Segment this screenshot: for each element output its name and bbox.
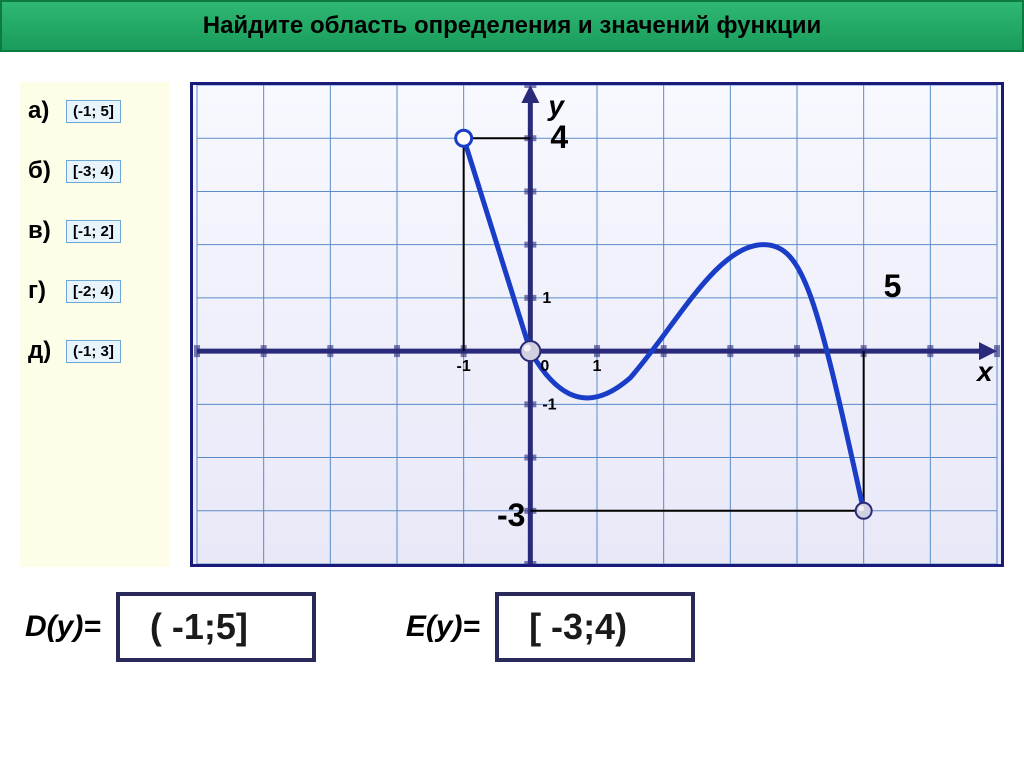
svg-text:0: 0 [540,358,549,375]
option-label: г) [28,277,58,305]
answers-row: D(y)= ( -1;5] E(y)= [ -3;4) [0,577,1024,677]
option-a[interactable]: а) (-1; 5] [28,97,162,125]
option-value-box: [-1; 2] [66,220,121,243]
option-v[interactable]: в) [-1; 2] [28,217,162,245]
option-value-box: (-1; 5] [66,100,121,123]
svg-text:1: 1 [542,290,551,307]
svg-text:-1: -1 [542,396,556,413]
option-b[interactable]: б) [-3; 4) [28,157,162,185]
option-label: а) [28,97,58,125]
header-title: Найдите область определения и значений ф… [203,12,822,40]
svg-text:1: 1 [593,358,602,375]
svg-text:-1: -1 [457,358,471,375]
svg-text:y: y [546,90,565,121]
function-chart: -1 1 1 -1 0 x y4 5 -3 [193,85,1001,564]
option-value-box: (-1; 3] [66,340,121,363]
option-label: б) [28,157,58,185]
options-sidebar: а) (-1; 5] б) [-3; 4) в) [-1; 2] г) [-2;… [20,82,170,567]
svg-text:4: 4 [550,119,568,155]
svg-text:-3: -3 [497,497,525,533]
header-bar: Найдите область определения и значений ф… [0,0,1024,52]
range-answer-box: [ -3;4) [495,592,695,662]
option-label: в) [28,217,58,245]
option-value-box: [-2; 4) [66,280,121,303]
range-label: E(y)= [406,610,480,644]
domain-label: D(y)= [25,610,101,644]
domain-answer-box: ( -1;5] [116,592,316,662]
option-g[interactable]: г) [-2; 4) [28,277,162,305]
option-label: д) [28,337,58,365]
option-d[interactable]: д) (-1; 3] [28,337,162,365]
option-value-box: [-3; 4) [66,160,121,183]
svg-text:x: x [975,356,994,387]
svg-text:5: 5 [884,268,902,304]
chart-panel: -1 1 1 -1 0 x y4 5 -3 [190,82,1004,567]
main-content: а) (-1; 5] б) [-3; 4) в) [-1; 2] г) [-2;… [0,52,1024,577]
